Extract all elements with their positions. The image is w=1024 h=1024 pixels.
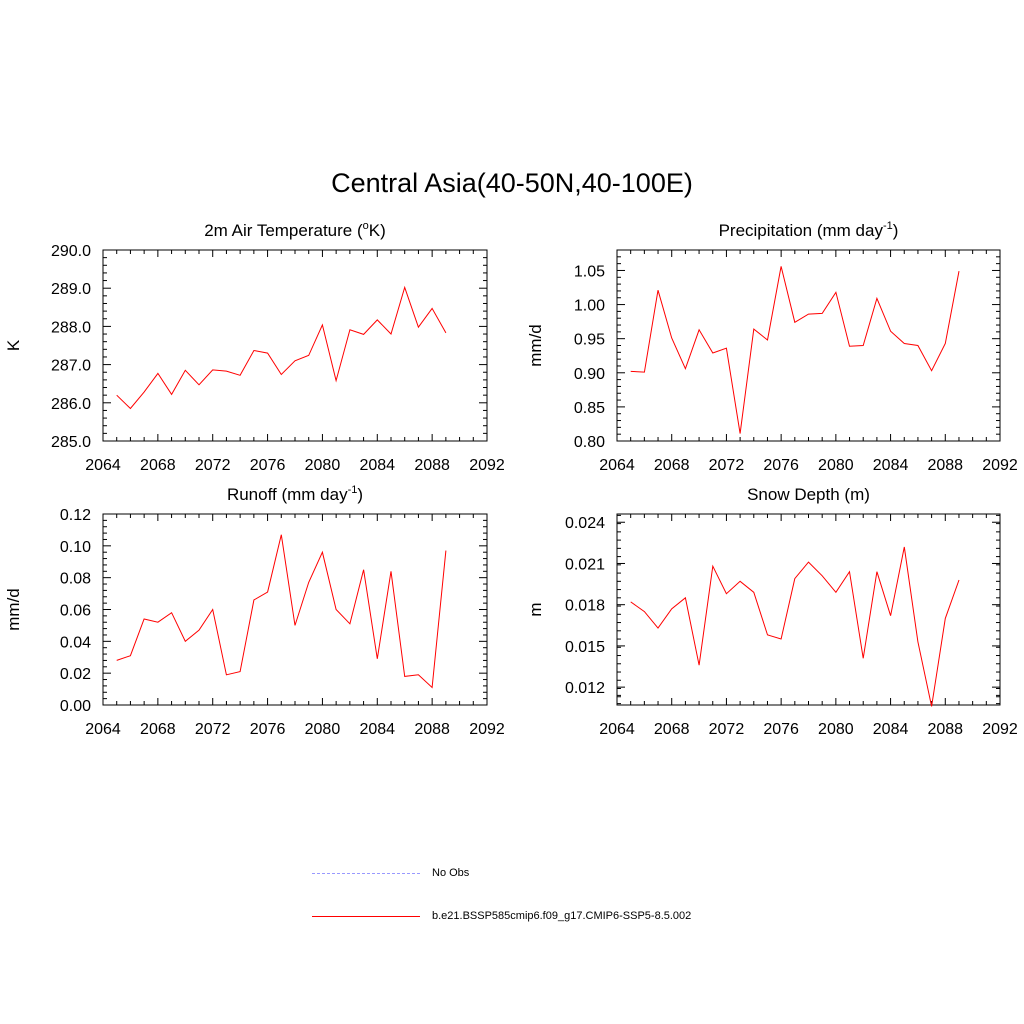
x-tick-label: 2084: [873, 721, 909, 738]
x-tick-label: 2064: [85, 721, 121, 738]
y-tick-label: 1.00: [574, 298, 605, 315]
series-line: [116, 534, 447, 689]
plot-frame: [102, 513, 488, 706]
figure-title: Central Asia(40-50N,40-100E): [331, 168, 693, 198]
x-tick-label: 2088: [414, 457, 450, 474]
y-tick-label: 0.02: [60, 666, 91, 683]
y-tick-label: 288.0: [51, 319, 91, 336]
panel-title-text: Precipitation (mm day: [719, 221, 884, 240]
panel-title-text: Runoff (mm day: [227, 485, 348, 504]
y-axis-label: mm/d: [526, 324, 545, 367]
chart-panel-1: 2064 2068 2072 2076 2080 2084 2088 2092 285.0 286…: [4, 220, 505, 474]
panel-title: 2m Air Temperature (oK): [204, 220, 386, 240]
panel-title-sup: -1: [883, 220, 893, 232]
y-tick-label: 0.024: [565, 515, 605, 532]
panel-title-end: ): [893, 221, 899, 240]
y-axis-label: K: [4, 339, 23, 351]
x-tick-label: 2064: [599, 457, 635, 474]
x-tick-label: 2080: [818, 457, 854, 474]
panel-title: Snow Depth (m): [747, 485, 870, 504]
x-tick-label: 2068: [140, 457, 176, 474]
panel-title-text: Snow Depth (m): [747, 485, 870, 504]
x-tick-label: 2072: [709, 721, 745, 738]
y-tick-label: 0.08: [60, 571, 91, 588]
y-tick-label: 0.06: [60, 603, 91, 620]
panel-title-sup: -1: [348, 484, 358, 496]
x-tick-label: 2072: [195, 457, 231, 474]
plot-frame: [616, 249, 1001, 442]
y-tick-label: 0.12: [60, 507, 91, 524]
panel-title: Precipitation (mm day-1): [719, 220, 899, 240]
x-tick-label: 2064: [85, 457, 121, 474]
plot-frame: [102, 249, 488, 442]
y-tick-label: 285.0: [51, 434, 91, 451]
y-tick-label: 289.0: [51, 281, 91, 298]
y-tick-label: 287.0: [51, 358, 91, 375]
x-tick-label: 2068: [140, 721, 176, 738]
y-tick-label: 0.021: [565, 556, 605, 573]
x-tick-label: 2092: [982, 721, 1018, 738]
x-tick-label: 2088: [927, 721, 963, 738]
chart-panel-4: 2064 2068 2072 2076 2080 2084 2088 2092 0.012 0.0…: [526, 485, 1018, 738]
series-line: [116, 285, 447, 410]
y-tick-label: 0.00: [60, 698, 91, 715]
y-tick-label: 0.80: [574, 434, 605, 451]
x-tick-label: 2072: [195, 721, 231, 738]
series-line: [630, 266, 960, 434]
x-tick-label: 2088: [927, 457, 963, 474]
panel-title: Runoff (mm day-1): [227, 484, 363, 504]
y-tick-label: 0.018: [565, 598, 605, 615]
panel-title-end: K): [369, 221, 386, 240]
y-axis-label: mm/d: [4, 588, 23, 631]
panel-title-end: ): [357, 485, 363, 504]
x-tick-label: 2076: [763, 721, 799, 738]
series-line: [630, 546, 960, 707]
y-tick-label: 0.04: [60, 634, 91, 651]
x-tick-label: 2076: [250, 457, 286, 474]
y-tick-label: 0.95: [574, 332, 605, 349]
x-tick-label: 2080: [305, 721, 341, 738]
x-tick-label: 2092: [982, 457, 1018, 474]
y-tick-label: 1.05: [574, 263, 605, 280]
x-tick-label: 2084: [359, 457, 395, 474]
x-tick-label: 2068: [654, 721, 690, 738]
x-tick-label: 2092: [469, 721, 505, 738]
y-tick-label: 0.85: [574, 400, 605, 417]
chart-panel-2: 2064 2068 2072 2076 2080 2084 2088 2092 0.80 0.85…: [526, 220, 1018, 474]
x-tick-label: 2072: [709, 457, 745, 474]
x-tick-label: 2068: [654, 457, 690, 474]
y-tick-label: 0.90: [574, 366, 605, 383]
x-tick-label: 2076: [763, 457, 799, 474]
y-tick-label: 286.0: [51, 396, 91, 413]
y-tick-label: 290.0: [51, 243, 91, 260]
x-tick-label: 2076: [250, 721, 286, 738]
y-tick-label: 0.012: [565, 680, 605, 697]
plot-frame: [616, 513, 1001, 706]
x-tick-label: 2064: [599, 721, 635, 738]
x-tick-label: 2084: [873, 457, 909, 474]
x-tick-label: 2080: [305, 457, 341, 474]
x-tick-label: 2080: [818, 721, 854, 738]
y-axis-label: m: [526, 602, 545, 616]
y-tick-label: 0.015: [565, 639, 605, 656]
x-tick-label: 2092: [469, 457, 505, 474]
panel-title-sup: o: [363, 220, 369, 232]
panel-title-text: 2m Air Temperature (: [204, 221, 363, 240]
x-tick-label: 2088: [414, 721, 450, 738]
chart-panel-3: 2064 2068 2072 2076 2080 2084 2088 2092 0.00 0.02…: [4, 484, 505, 738]
x-tick-label: 2084: [359, 721, 395, 738]
y-tick-label: 0.10: [60, 539, 91, 556]
